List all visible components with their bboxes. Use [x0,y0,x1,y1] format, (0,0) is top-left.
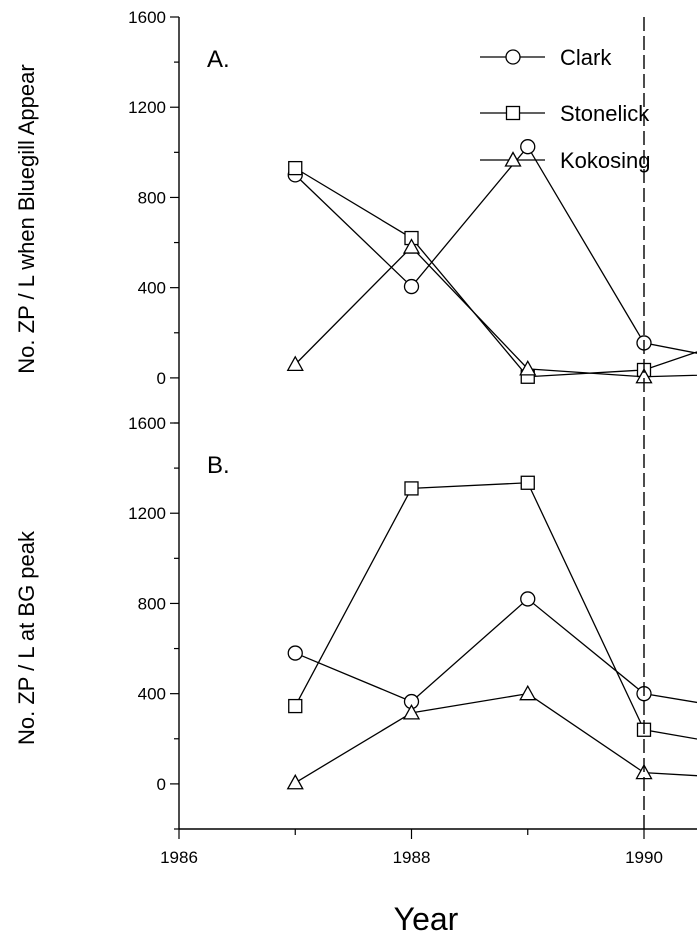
data-point-stonelick [288,698,303,714]
panel-b-series-kokosing [286,684,697,790]
legend-marker-clark [505,49,521,65]
legend-marker-kokosing [504,151,522,167]
panel-a-ytick-label: 400 [138,279,166,298]
series-line-kokosing [294,246,697,378]
x-axis-label: Year [394,901,459,937]
legend-item-kokosing: Kokosing [480,148,651,173]
xtick-label: 1986 [160,848,198,867]
xtick-label: 1990 [625,848,663,867]
data-point-stonelick [288,160,303,176]
legend: Clark Stonelick Kokosing [480,45,651,173]
series-line-clark [294,145,697,354]
panel-b-letter: B. [207,452,230,479]
panel-b-ytick-label: 400 [138,685,166,704]
data-point-clark [403,278,420,295]
panel-b: 04008001200160019861988199019921994B. [128,414,697,867]
data-point-stonelick [404,481,419,496]
panel-b-ytick-label: 1600 [128,414,166,433]
legend-label-clark: Clark [560,45,612,70]
legend-label-stonelick: Stonelick [560,101,650,126]
panel-b-series-clark [287,591,697,710]
panel-a-y-axis-label: No. ZP / L when Bluegill Appear [14,64,39,373]
panel-a-letter: A. [207,46,230,73]
xtick-label: 1988 [393,848,431,867]
panel-b-ytick-label: 800 [138,594,166,613]
data-point-kokosing [286,355,304,372]
data-point-clark [520,139,536,155]
panel-b-ytick-label: 1200 [128,504,166,523]
data-point-clark [287,645,303,661]
data-point-kokosing [519,684,537,701]
data-point-kokosing [286,773,304,790]
panel-a-ytick-label: 800 [138,188,166,207]
panel-a-series-clark [287,139,697,354]
series-line-stonelick [294,167,697,378]
series-line-stonelick [294,482,697,740]
data-point-stonelick [520,475,535,490]
panel-a: 0 400 800 1200 1600 A. [128,8,697,424]
panel-a-ytick-label: 1200 [128,98,166,117]
panel-b-ytick-label: 0 [157,775,166,794]
panel-a-series-kokosing [286,238,697,384]
data-point-clark [520,591,536,607]
panel-a-ytick-label: 1600 [128,8,166,27]
series-line-clark [294,598,697,704]
data-point-kokosing [402,704,421,720]
data-point-kokosing [402,238,421,254]
panel-a-ytick-label: 0 [157,369,166,388]
panel-b-series-stonelick [288,475,697,740]
legend-label-kokosing: Kokosing [560,148,651,173]
legend-marker-stonelick [505,105,521,121]
data-point-kokosing [519,360,537,376]
legend-item-clark: Clark [480,45,612,70]
legend-item-stonelick: Stonelick [480,101,650,126]
series-line-kokosing [294,692,697,784]
panel-b-y-axis-label: No. ZP / L at BG peak [14,530,39,745]
panel-a-series-stonelick [288,160,697,384]
